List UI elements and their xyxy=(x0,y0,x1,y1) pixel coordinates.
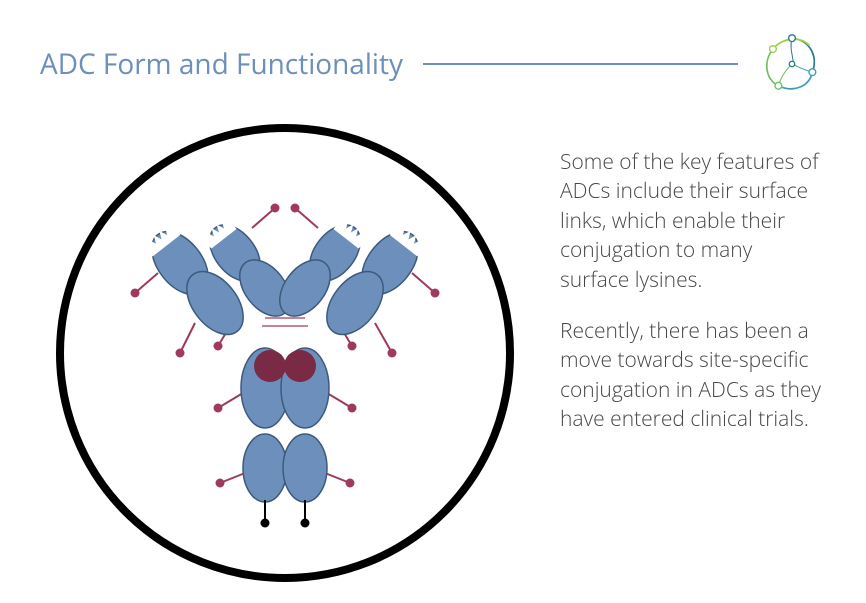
header: ADC Form and Functionality xyxy=(0,0,866,108)
adc-diagram xyxy=(40,108,530,603)
paragraph-1: Some of the key features of ADCs include… xyxy=(560,148,826,295)
brand-logo-icon xyxy=(758,30,826,98)
page-title: ADC Form and Functionality xyxy=(40,45,403,83)
content-row: Some of the key features of ADCs include… xyxy=(0,108,866,603)
header-divider xyxy=(423,63,738,65)
paragraph-2: Recently, there has been a move towards … xyxy=(560,317,826,435)
body-text: Some of the key features of ADCs include… xyxy=(560,108,826,457)
